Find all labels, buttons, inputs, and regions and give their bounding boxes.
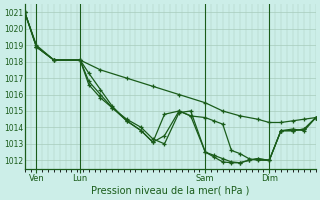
X-axis label: Pression niveau de la mer( hPa ): Pression niveau de la mer( hPa )	[91, 186, 250, 196]
